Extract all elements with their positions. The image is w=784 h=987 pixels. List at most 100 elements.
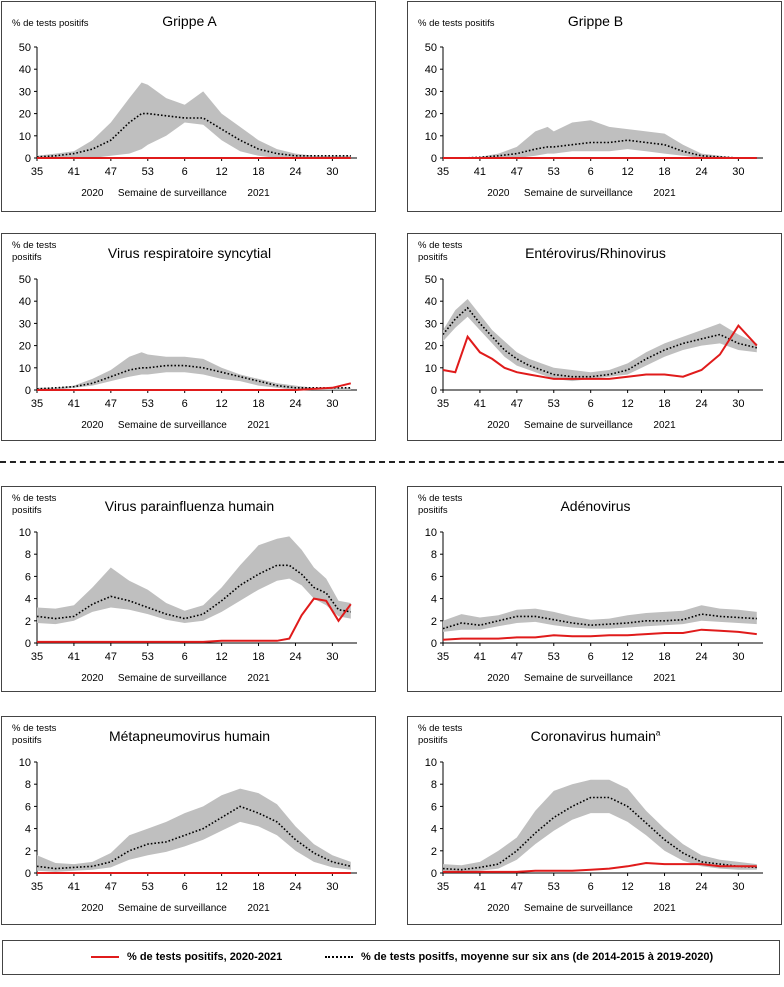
- x-axis-label: Semaine de surveillance: [118, 188, 227, 199]
- x-tick-label: 18: [658, 651, 670, 663]
- year-label-2020: 2020: [81, 188, 104, 199]
- year-label-2020: 2020: [487, 673, 510, 684]
- x-tick-label: 35: [31, 881, 43, 893]
- x-tick-label: 47: [105, 398, 117, 410]
- x-tick-label: 30: [732, 881, 744, 893]
- x-tick-label: 35: [437, 881, 449, 893]
- y-tick-label: 0: [25, 153, 31, 165]
- year-label-2020: 2020: [81, 673, 104, 684]
- y-tick-label: 10: [19, 363, 31, 375]
- x-tick-label: 6: [588, 166, 594, 178]
- x-tick-label: 41: [68, 651, 80, 663]
- year-label-2021: 2021: [247, 188, 270, 199]
- x-tick-label: 53: [548, 166, 560, 178]
- y-tick-label: 30: [425, 86, 437, 98]
- x-tick-label: 53: [548, 881, 560, 893]
- x-tick-label: 12: [621, 398, 633, 410]
- series-average-line: [443, 139, 757, 159]
- y-tick-label: 50: [425, 274, 437, 286]
- legend: % de tests positifs, 2020-2021 % de test…: [2, 940, 780, 975]
- chart-title: Adénovirus: [408, 498, 783, 514]
- chart-title-superscript: a: [655, 728, 661, 738]
- y-tick-label: 4: [431, 824, 437, 836]
- range-band: [37, 82, 351, 158]
- range-band: [443, 779, 757, 872]
- range-band: [37, 536, 351, 625]
- chart-title: Coronavirus humaina: [408, 728, 783, 744]
- chart-title-text: Grippe B: [567, 13, 624, 29]
- y-tick-label: 0: [25, 385, 31, 397]
- y-tick-label: 6: [25, 571, 31, 583]
- range-band: [443, 605, 757, 632]
- x-tick-label: 41: [68, 881, 80, 893]
- x-tick-label: 35: [437, 398, 449, 410]
- x-tick-label: 24: [289, 651, 301, 663]
- y-tick-label: 4: [431, 594, 437, 606]
- x-tick-label: 6: [182, 651, 188, 663]
- x-tick-label: 53: [142, 651, 154, 663]
- y-tick-label: 30: [19, 318, 31, 330]
- x-tick-label: 6: [588, 881, 594, 893]
- series-average-line: [442, 306, 757, 378]
- y-tick-label: 8: [25, 549, 31, 561]
- x-tick-label: 47: [105, 651, 117, 663]
- chart-title: Virus parainfluenza humain: [2, 498, 377, 514]
- series-average-line: [36, 364, 351, 390]
- x-tick-label: 24: [695, 651, 707, 663]
- year-label-2020: 2020: [81, 903, 104, 914]
- series-average-line: [36, 564, 351, 620]
- chart-panel-7: Métapneumovirus humain % de tests positif…: [1, 716, 376, 925]
- y-axis-label: % de tests positifs: [418, 493, 463, 516]
- x-tick-label: 41: [474, 398, 486, 410]
- y-axis-label: % de tests positifs: [418, 723, 463, 746]
- x-tick-label: 47: [105, 166, 117, 178]
- legend-item-average: % de tests positfs, moyenne sur six ans …: [325, 951, 713, 963]
- chart-svg: 0 10 20 30 40 50 35 41 47 53 6 12 18 24 30 2020 2021 Sema…: [425, 274, 763, 431]
- legend-swatch-current: [91, 956, 119, 958]
- y-tick-label: 10: [425, 363, 437, 375]
- y-tick-label: 6: [431, 801, 437, 813]
- chart-title-text: Virus respiratoire syncytial: [107, 245, 272, 261]
- year-label-2021: 2021: [653, 420, 676, 431]
- x-axis-label: Semaine de surveillance: [524, 188, 633, 199]
- y-tick-label: 2: [25, 846, 31, 858]
- y-tick-label: 40: [19, 296, 31, 308]
- x-axis-label: Semaine de surveillance: [524, 420, 633, 431]
- y-tick-label: 8: [25, 779, 31, 791]
- x-tick-label: 6: [182, 166, 188, 178]
- chart-panel-1: Grippe A % de tests positifs 0 10 20 30 40 50 35…: [1, 1, 376, 212]
- y-tick-label: 10: [425, 527, 437, 539]
- y-axis-label: % de tests positifs: [12, 723, 57, 746]
- x-tick-label: 24: [289, 398, 301, 410]
- legend-swatch-average: [325, 956, 353, 958]
- chart-panel-8: Coronavirus humaina% de tests positifs 0 2…: [407, 716, 782, 925]
- legend-item-current: % de tests positifs, 2020-2021: [91, 951, 282, 963]
- y-tick-label: 20: [19, 109, 31, 121]
- year-label-2021: 2021: [247, 903, 270, 914]
- x-tick-label: 24: [695, 881, 707, 893]
- range-band: [37, 788, 351, 872]
- x-tick-label: 35: [31, 398, 43, 410]
- year-label-2021: 2021: [653, 188, 676, 199]
- x-tick-label: 30: [326, 881, 338, 893]
- y-tick-label: 0: [25, 638, 31, 650]
- x-tick-label: 18: [658, 398, 670, 410]
- y-tick-label: 10: [425, 131, 437, 143]
- range-band: [443, 120, 757, 158]
- chart-panel-2: Grippe B % de tests positifs 0 10 20 30 40 50 35…: [407, 1, 782, 212]
- series-current-line: [442, 323, 758, 380]
- year-label-2021: 2021: [653, 903, 676, 914]
- y-tick-label: 0: [431, 385, 437, 397]
- x-tick-label: 41: [474, 881, 486, 893]
- y-tick-label: 0: [431, 153, 437, 165]
- x-tick-label: 53: [142, 881, 154, 893]
- y-tick-label: 8: [431, 779, 437, 791]
- year-label-2021: 2021: [247, 420, 270, 431]
- y-axis-label: % de tests positifs: [418, 240, 463, 263]
- x-tick-label: 47: [511, 881, 523, 893]
- x-tick-label: 35: [31, 651, 43, 663]
